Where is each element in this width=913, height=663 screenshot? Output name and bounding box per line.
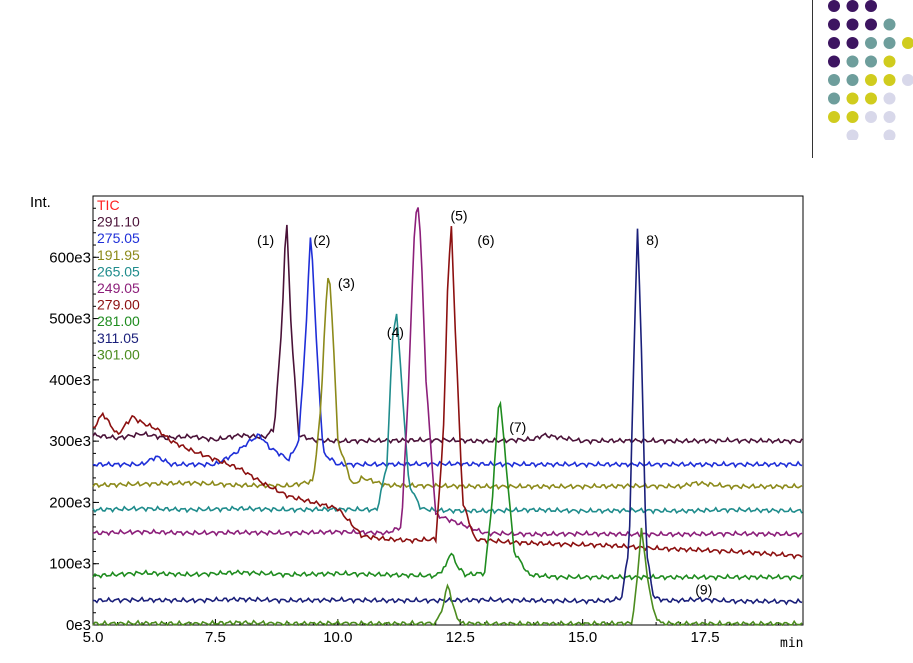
y-tick-label: 300e3 (49, 433, 91, 450)
decorative-dot (883, 111, 896, 123)
decorative-dot (828, 37, 840, 49)
x-tick-label: 15.0 (568, 629, 597, 646)
x-tick-label: 7.5 (205, 629, 226, 646)
decorative-dot (883, 37, 896, 49)
peak-label: 8) (646, 232, 658, 248)
peak-label: (5) (450, 208, 467, 224)
peak-label: (6) (477, 232, 494, 248)
legend-entry: TIC (97, 197, 120, 213)
series-line (92, 237, 803, 469)
decorative-dot (865, 55, 877, 68)
decorative-dot (846, 0, 859, 12)
series-line (92, 527, 803, 627)
peak-label: (9) (695, 581, 712, 597)
decorative-dot (846, 18, 859, 31)
decorative-dot (828, 74, 840, 86)
legend-entry: 275.05 (97, 230, 140, 246)
x-tick-label: 10.0 (323, 629, 352, 646)
legend-entry: 281.00 (97, 313, 140, 329)
peak-label: (3) (338, 275, 355, 291)
decorative-dot (865, 18, 877, 31)
decorative-dot (846, 55, 859, 68)
legend-entry: 311.05 (97, 330, 139, 346)
y-tick-label: 200e3 (49, 494, 91, 511)
decorative-dot (865, 92, 877, 105)
series-line (93, 226, 803, 560)
y-axis-label: Int. (30, 194, 51, 211)
peak-annotations: (1) (2) (3) (4) (5) (6) (7) 8) (9) (257, 208, 712, 598)
legend-entry: 249.05 (97, 280, 140, 296)
decorative-dot (828, 92, 840, 105)
x-tick-label: 5.0 (83, 629, 104, 646)
decorative-vertical-rule (812, 0, 813, 158)
decorative-dot (828, 18, 840, 31)
peak-label: (1) (257, 232, 274, 248)
decorative-dot (846, 111, 859, 123)
legend: TIC291.10275.05191.95265.05249.05279.002… (97, 197, 140, 362)
y-tick-label: 100e3 (49, 556, 91, 573)
decorative-dot (828, 0, 840, 12)
dot-grid-svg (828, 0, 913, 142)
decorative-dot (865, 37, 877, 49)
series-line (92, 277, 803, 491)
decorative-dot (883, 74, 896, 86)
series-line (92, 207, 803, 539)
y-tick-label: 500e3 (49, 311, 91, 328)
decorative-dot (902, 37, 913, 49)
decorative-dot (828, 55, 840, 68)
series-lines (92, 207, 803, 627)
legend-entry: 265.05 (97, 263, 140, 279)
decorative-dot (883, 55, 896, 68)
x-tick-label: 17.5 (690, 629, 719, 646)
decorative-dot (846, 92, 859, 105)
peak-label: (4) (387, 324, 404, 340)
series-line (92, 313, 803, 515)
legend-entry: 279.00 (97, 297, 140, 313)
decorative-dot (846, 129, 859, 142)
y-tick-label: 600e3 (49, 249, 91, 266)
legend-entry: 191.95 (97, 247, 140, 263)
legend-entry: 291.10 (97, 214, 140, 230)
decorative-dot (846, 37, 859, 49)
decorative-dot-grid (828, 0, 913, 142)
series-line (92, 228, 803, 606)
legend-entry: 301.00 (97, 346, 140, 362)
decorative-dot (883, 92, 896, 105)
peak-label: (2) (313, 232, 330, 248)
decorative-dot (883, 129, 896, 142)
decorative-dot (865, 74, 877, 86)
plot-frame (92, 195, 804, 626)
series-line (92, 224, 803, 446)
axis-ticks: 5.0 7.5 10.0 12.5 15.0 17.5 0e3 100e3 200e3 300e3… (49, 195, 804, 646)
decorative-dot (846, 74, 859, 86)
decorative-dot (865, 0, 877, 12)
x-axis-label: min (780, 636, 803, 651)
decorative-dot (865, 111, 877, 123)
series-line (92, 400, 803, 582)
y-tick-label: 400e3 (49, 372, 91, 389)
decorative-dot (828, 111, 840, 123)
plot-border (92, 195, 804, 626)
peak-label: (7) (509, 419, 526, 435)
decorative-dot (883, 18, 896, 31)
y-tick-label: 0e3 (66, 617, 91, 634)
x-tick-label: 12.5 (446, 629, 475, 646)
decorative-dot (902, 74, 913, 86)
